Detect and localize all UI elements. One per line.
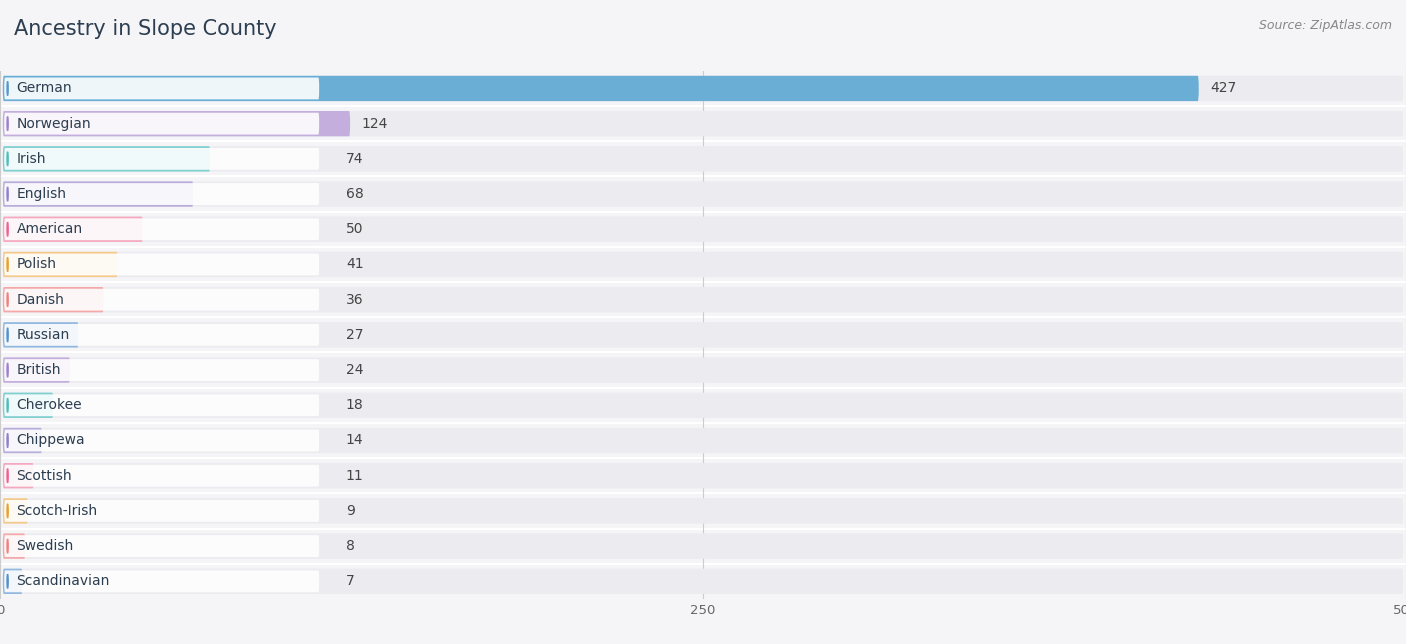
FancyBboxPatch shape — [3, 146, 209, 171]
Text: Scotch-Irish: Scotch-Irish — [17, 504, 97, 518]
Text: 74: 74 — [346, 152, 363, 166]
Text: 18: 18 — [346, 398, 364, 412]
FancyBboxPatch shape — [3, 182, 193, 207]
Text: British: British — [17, 363, 60, 377]
FancyBboxPatch shape — [4, 254, 319, 276]
FancyBboxPatch shape — [3, 322, 1403, 348]
FancyBboxPatch shape — [4, 394, 319, 416]
Text: Cherokee: Cherokee — [17, 398, 82, 412]
FancyBboxPatch shape — [4, 113, 319, 135]
FancyBboxPatch shape — [4, 289, 319, 310]
Text: 24: 24 — [346, 363, 363, 377]
FancyBboxPatch shape — [3, 393, 1403, 418]
FancyBboxPatch shape — [4, 465, 319, 487]
FancyBboxPatch shape — [3, 533, 1403, 559]
Text: Chippewa: Chippewa — [17, 433, 86, 448]
Text: Irish: Irish — [17, 152, 46, 166]
FancyBboxPatch shape — [3, 287, 1403, 312]
Text: 7: 7 — [346, 574, 354, 589]
FancyBboxPatch shape — [4, 148, 319, 170]
FancyBboxPatch shape — [3, 111, 350, 137]
FancyBboxPatch shape — [3, 76, 1199, 101]
FancyBboxPatch shape — [3, 146, 1403, 171]
Text: Swedish: Swedish — [17, 539, 75, 553]
FancyBboxPatch shape — [4, 500, 319, 522]
Text: English: English — [17, 187, 66, 201]
Text: American: American — [17, 222, 83, 236]
FancyBboxPatch shape — [3, 216, 143, 242]
Text: 8: 8 — [346, 539, 354, 553]
FancyBboxPatch shape — [4, 77, 319, 99]
FancyBboxPatch shape — [3, 287, 104, 312]
FancyBboxPatch shape — [3, 569, 1403, 594]
Text: 27: 27 — [346, 328, 363, 342]
FancyBboxPatch shape — [3, 357, 1403, 383]
Text: 124: 124 — [361, 117, 388, 131]
FancyBboxPatch shape — [3, 463, 1403, 488]
FancyBboxPatch shape — [3, 182, 1403, 207]
FancyBboxPatch shape — [3, 428, 42, 453]
Text: Source: ZipAtlas.com: Source: ZipAtlas.com — [1258, 19, 1392, 32]
FancyBboxPatch shape — [3, 569, 22, 594]
FancyBboxPatch shape — [3, 322, 79, 348]
Text: 41: 41 — [346, 258, 364, 272]
FancyBboxPatch shape — [4, 571, 319, 592]
Text: Scandinavian: Scandinavian — [17, 574, 110, 589]
FancyBboxPatch shape — [3, 216, 1403, 242]
FancyBboxPatch shape — [3, 76, 1403, 101]
FancyBboxPatch shape — [3, 428, 1403, 453]
Text: 427: 427 — [1211, 81, 1236, 95]
FancyBboxPatch shape — [3, 393, 53, 418]
Text: 14: 14 — [346, 433, 364, 448]
Text: 50: 50 — [346, 222, 363, 236]
Text: 9: 9 — [346, 504, 354, 518]
Text: Scottish: Scottish — [17, 469, 72, 483]
FancyBboxPatch shape — [4, 535, 319, 557]
FancyBboxPatch shape — [3, 498, 28, 524]
Text: Ancestry in Slope County: Ancestry in Slope County — [14, 19, 277, 39]
FancyBboxPatch shape — [3, 111, 1403, 137]
FancyBboxPatch shape — [4, 218, 319, 240]
FancyBboxPatch shape — [3, 357, 70, 383]
FancyBboxPatch shape — [3, 252, 118, 277]
FancyBboxPatch shape — [4, 430, 319, 451]
Text: German: German — [17, 81, 72, 95]
FancyBboxPatch shape — [3, 533, 25, 559]
Text: Russian: Russian — [17, 328, 70, 342]
Text: Polish: Polish — [17, 258, 56, 272]
FancyBboxPatch shape — [4, 324, 319, 346]
FancyBboxPatch shape — [3, 463, 34, 488]
Text: Danish: Danish — [17, 292, 65, 307]
FancyBboxPatch shape — [3, 252, 1403, 277]
FancyBboxPatch shape — [3, 498, 1403, 524]
FancyBboxPatch shape — [4, 359, 319, 381]
Text: 11: 11 — [346, 469, 364, 483]
FancyBboxPatch shape — [4, 183, 319, 205]
Text: Norwegian: Norwegian — [17, 117, 91, 131]
Text: 68: 68 — [346, 187, 364, 201]
Text: 36: 36 — [346, 292, 364, 307]
